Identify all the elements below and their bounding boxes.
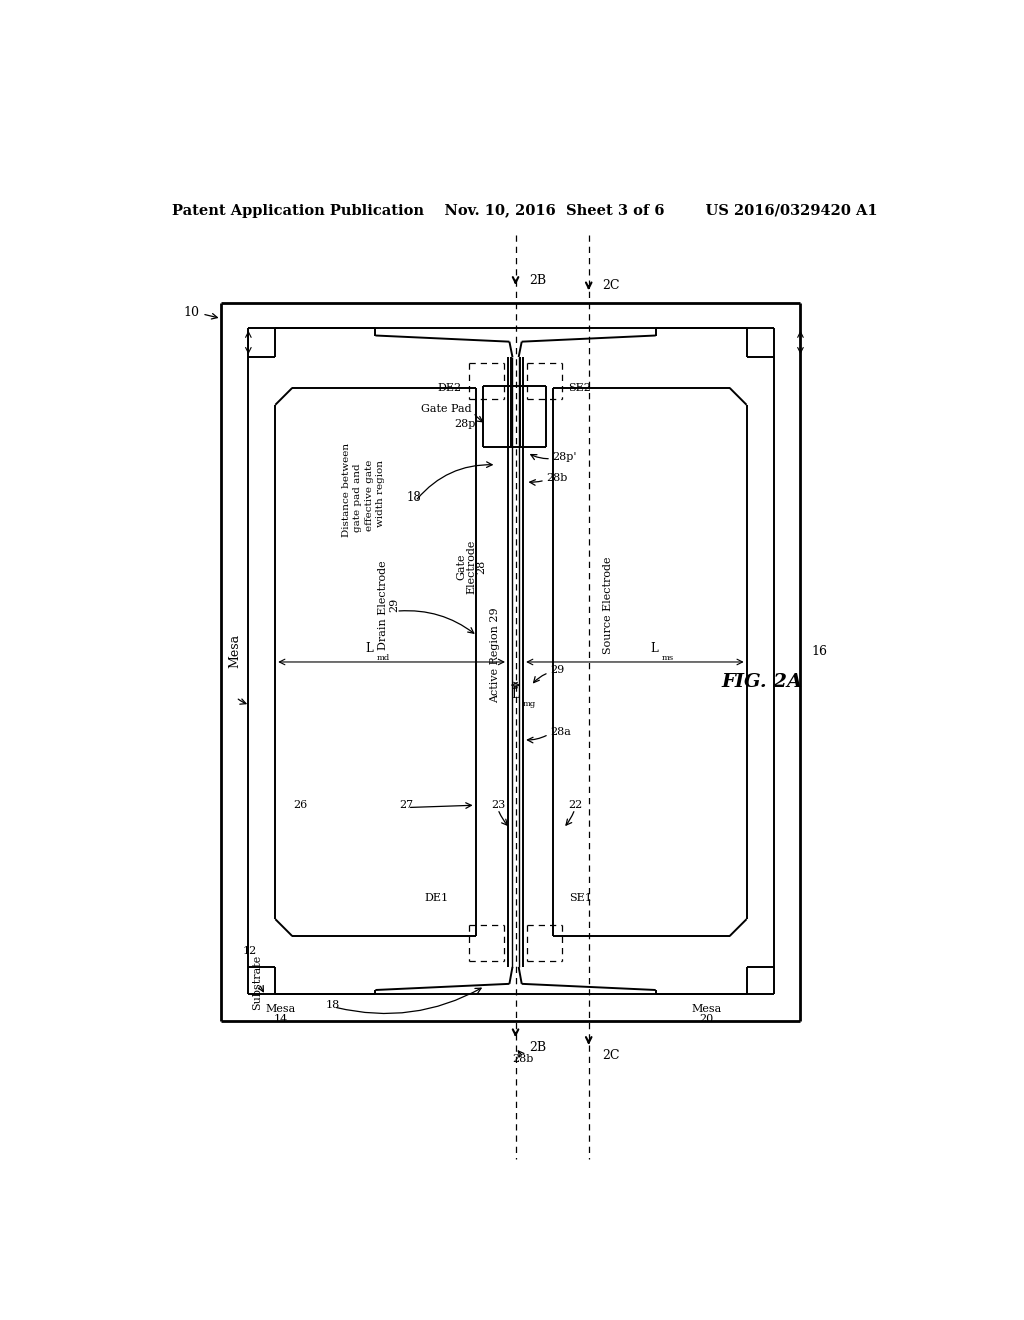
Text: Drain Electrode: Drain Electrode (378, 560, 388, 649)
Text: 16: 16 (812, 644, 827, 657)
Text: DE1: DE1 (424, 892, 449, 903)
Text: mg: mg (522, 701, 536, 709)
Text: 28: 28 (477, 560, 486, 574)
Text: 2B: 2B (529, 1041, 547, 1055)
Text: 18: 18 (326, 1001, 339, 1010)
Text: 2C: 2C (602, 1049, 621, 1063)
Text: ms: ms (662, 655, 674, 663)
Text: width region: width region (376, 459, 385, 527)
Text: 28b: 28b (513, 1055, 534, 1064)
Text: effective gate: effective gate (365, 459, 374, 532)
Text: L: L (512, 688, 519, 701)
Text: 28p: 28p (455, 418, 475, 429)
Text: 2C: 2C (602, 279, 621, 292)
Text: DE2: DE2 (437, 383, 462, 393)
Text: SE2: SE2 (568, 383, 591, 393)
Text: 26: 26 (293, 800, 307, 810)
Text: gate pad and: gate pad and (353, 463, 362, 532)
Text: 29: 29 (390, 598, 399, 612)
Text: 18: 18 (407, 491, 421, 504)
Text: 2B: 2B (529, 273, 547, 286)
Text: 28a: 28a (550, 727, 571, 737)
Text: SE1: SE1 (569, 892, 592, 903)
Text: 14: 14 (273, 1014, 288, 1024)
Text: FIG. 2A: FIG. 2A (721, 673, 803, 690)
Text: 22: 22 (568, 800, 583, 810)
Text: 20: 20 (699, 1014, 714, 1024)
Text: 10: 10 (184, 306, 200, 319)
Text: 27: 27 (399, 800, 414, 810)
Text: Patent Application Publication    Nov. 10, 2016  Sheet 3 of 6        US 2016/032: Patent Application Publication Nov. 10, … (172, 203, 878, 218)
Text: 29: 29 (550, 665, 564, 676)
Text: Mesa: Mesa (265, 1005, 296, 1014)
Text: Source Electrode: Source Electrode (603, 556, 613, 653)
Text: 28p': 28p' (553, 453, 577, 462)
Text: Gate Pad: Gate Pad (421, 404, 472, 413)
Text: 12: 12 (243, 946, 257, 957)
Text: Mesa: Mesa (691, 1005, 722, 1014)
Text: Mesa: Mesa (228, 634, 241, 668)
Text: md: md (377, 655, 390, 663)
Text: Gate: Gate (457, 553, 467, 579)
Text: Active Region 29: Active Region 29 (490, 607, 501, 702)
Text: 28b: 28b (547, 473, 567, 483)
Text: 23: 23 (492, 800, 506, 810)
Text: L: L (366, 642, 373, 655)
Text: Distance between: Distance between (342, 442, 350, 536)
Text: Substrate: Substrate (253, 954, 262, 1010)
Text: L: L (650, 642, 658, 655)
Text: Electrode: Electrode (467, 540, 476, 594)
